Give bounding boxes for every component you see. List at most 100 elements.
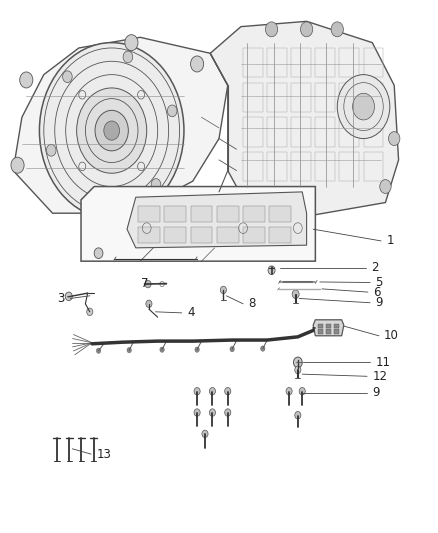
Circle shape [244, 190, 255, 204]
Bar [243, 206, 265, 222]
Text: 4: 4 [187, 306, 194, 319]
Bar [364, 152, 383, 181]
Text: 12: 12 [372, 370, 387, 383]
Bar [339, 83, 359, 112]
Text: 3: 3 [57, 292, 65, 305]
Bar [138, 227, 160, 243]
Bar [267, 83, 287, 112]
Circle shape [292, 290, 299, 298]
Circle shape [380, 180, 391, 193]
Bar [326, 329, 331, 334]
Bar [191, 206, 212, 222]
Circle shape [167, 105, 177, 117]
Bar [269, 227, 291, 243]
Circle shape [337, 75, 390, 139]
Circle shape [20, 72, 33, 88]
Bar [243, 48, 263, 77]
Bar [291, 152, 311, 181]
Bar [364, 117, 383, 147]
Polygon shape [127, 192, 307, 248]
Bar [138, 206, 160, 222]
Bar [326, 324, 331, 328]
Circle shape [11, 157, 24, 173]
Circle shape [87, 308, 93, 316]
Circle shape [295, 411, 301, 419]
Circle shape [331, 22, 343, 37]
Circle shape [65, 292, 72, 301]
Circle shape [145, 280, 151, 288]
Bar [243, 227, 265, 243]
Bar [269, 206, 291, 222]
Bar [267, 117, 287, 147]
Circle shape [353, 93, 374, 120]
Bar [315, 117, 335, 147]
Circle shape [191, 56, 204, 72]
Circle shape [63, 71, 72, 83]
Bar [243, 117, 263, 147]
Text: 11: 11 [375, 356, 390, 369]
Circle shape [268, 266, 275, 274]
Text: 6: 6 [373, 286, 381, 298]
Text: 13: 13 [96, 448, 111, 461]
Circle shape [151, 179, 161, 190]
Bar [318, 329, 323, 334]
Circle shape [295, 366, 301, 374]
Bar [217, 206, 239, 222]
Text: 1: 1 [386, 235, 394, 247]
Circle shape [202, 430, 208, 438]
Circle shape [127, 348, 131, 353]
Bar [364, 48, 383, 77]
Circle shape [389, 132, 400, 146]
Text: 9: 9 [372, 386, 380, 399]
Bar [267, 152, 287, 181]
Polygon shape [13, 37, 228, 213]
Bar [243, 83, 263, 112]
Circle shape [195, 347, 199, 352]
Circle shape [160, 347, 164, 352]
Circle shape [230, 346, 234, 352]
Bar [291, 83, 311, 112]
Circle shape [146, 300, 152, 308]
Bar [339, 152, 359, 181]
Circle shape [209, 387, 215, 395]
Bar [164, 227, 186, 243]
Bar [243, 152, 263, 181]
Bar [339, 48, 359, 77]
Circle shape [96, 348, 101, 353]
Circle shape [225, 387, 231, 395]
Circle shape [300, 22, 313, 37]
Circle shape [225, 409, 231, 416]
Bar [339, 117, 359, 147]
Bar [334, 329, 339, 334]
Circle shape [104, 121, 120, 140]
Circle shape [286, 387, 292, 395]
Circle shape [270, 201, 282, 215]
Bar [318, 324, 323, 328]
Polygon shape [81, 187, 315, 261]
Circle shape [194, 387, 200, 395]
Circle shape [261, 346, 265, 351]
Bar [315, 48, 335, 77]
Circle shape [77, 88, 147, 173]
Circle shape [293, 357, 302, 368]
Bar [315, 83, 335, 112]
Bar [364, 83, 383, 112]
Circle shape [39, 43, 184, 219]
Text: 7: 7 [141, 277, 148, 290]
Text: 5: 5 [375, 276, 383, 289]
Circle shape [125, 35, 138, 51]
Bar [164, 206, 186, 222]
Bar [217, 227, 239, 243]
Text: 8: 8 [248, 297, 256, 310]
Polygon shape [210, 21, 399, 224]
Circle shape [299, 387, 305, 395]
Text: 10: 10 [384, 329, 399, 342]
Text: 9: 9 [375, 296, 383, 309]
Circle shape [194, 409, 200, 416]
Circle shape [94, 248, 103, 259]
Circle shape [91, 198, 100, 210]
Text: 2: 2 [371, 261, 378, 274]
Bar [267, 48, 287, 77]
Circle shape [95, 110, 128, 151]
Bar [315, 152, 335, 181]
